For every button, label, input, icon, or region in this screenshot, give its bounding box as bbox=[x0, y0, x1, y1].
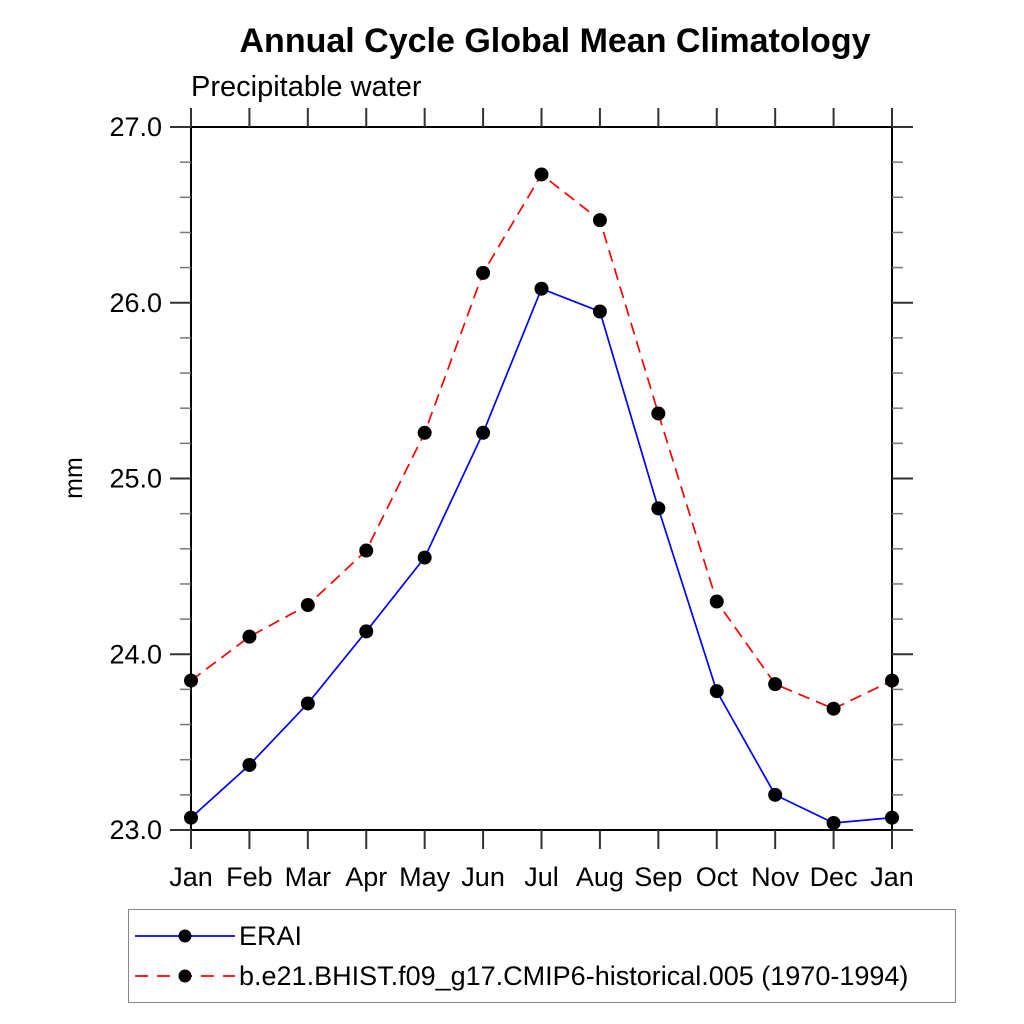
data-point-erai-sep-8 bbox=[651, 501, 666, 516]
legend-sample-erai bbox=[135, 929, 235, 943]
data-point-model-oct-9 bbox=[709, 594, 724, 609]
legend-sample-model bbox=[135, 969, 235, 983]
y-tick-label: 24.0 bbox=[109, 639, 162, 669]
legend-item-erai: ERAI bbox=[129, 916, 955, 956]
y-tick-label: 25.0 bbox=[109, 464, 162, 494]
x-tick-label: Jul bbox=[524, 862, 559, 892]
data-point-model-jan-0 bbox=[184, 673, 198, 688]
data-point-erai-feb-1 bbox=[242, 757, 257, 772]
data-point-model-may-4 bbox=[417, 425, 432, 440]
data-point-erai-nov-10 bbox=[768, 787, 783, 802]
data-point-erai-may-4 bbox=[417, 550, 432, 565]
data-point-erai-oct-9 bbox=[709, 684, 724, 699]
data-point-model-apr-3 bbox=[359, 543, 374, 558]
legend-marker-icon bbox=[178, 969, 192, 983]
series-line-erai bbox=[190, 287, 893, 824]
x-tick-label: Apr bbox=[345, 862, 387, 892]
data-point-model-jul-6 bbox=[534, 167, 549, 182]
plot-border bbox=[190, 126, 893, 831]
legend-item-model: b.e21.BHIST.f09_g17.CMIP6-historical.005… bbox=[129, 956, 955, 996]
data-point-erai-jan-0 bbox=[184, 810, 198, 825]
data-point-erai-dec-11 bbox=[826, 815, 841, 830]
x-tick-label: Jun bbox=[461, 862, 505, 892]
x-tick-label: Mar bbox=[285, 862, 332, 892]
data-point-model-dec-11 bbox=[826, 701, 841, 716]
data-point-erai-jan-12 bbox=[885, 810, 899, 825]
data-point-model-nov-10 bbox=[768, 677, 783, 692]
data-point-erai-mar-2 bbox=[300, 696, 315, 711]
data-point-model-aug-7 bbox=[592, 213, 607, 228]
y-tick-label: 23.0 bbox=[109, 815, 162, 845]
data-point-model-jun-5 bbox=[476, 265, 491, 280]
legend-marker-icon bbox=[178, 929, 192, 943]
x-tick-label: May bbox=[399, 862, 451, 892]
data-point-erai-aug-7 bbox=[592, 304, 607, 319]
chart-title: Annual Cycle Global Mean Climatology bbox=[239, 22, 871, 60]
data-point-model-sep-8 bbox=[651, 406, 666, 421]
y-tick-label: 26.0 bbox=[109, 288, 162, 318]
x-tick-label: Nov bbox=[751, 862, 800, 892]
x-tick-label: Oct bbox=[696, 862, 739, 892]
x-tick-label: Sep bbox=[634, 862, 682, 892]
chart-subtitle: Precipitable water bbox=[191, 71, 422, 103]
y-tick-label: 27.0 bbox=[109, 112, 162, 142]
x-tick-label: Jan bbox=[870, 862, 914, 892]
data-point-model-jan-12 bbox=[885, 673, 899, 688]
x-tick-label: Jan bbox=[169, 862, 213, 892]
legend: ERAI b.e21.BHIST.f09_g17.CMIP6-historica… bbox=[128, 909, 956, 1003]
legend-label-erai: ERAI bbox=[239, 920, 303, 951]
data-point-model-feb-1 bbox=[242, 629, 257, 644]
data-point-model-mar-2 bbox=[300, 598, 315, 613]
y-axis-title: mm bbox=[60, 457, 88, 499]
data-point-erai-jun-5 bbox=[476, 425, 491, 440]
legend-label-model: b.e21.BHIST.f09_g17.CMIP6-historical.005… bbox=[239, 960, 909, 991]
x-tick-label: Feb bbox=[226, 862, 273, 892]
x-tick-label: Dec bbox=[810, 862, 858, 892]
x-tick-label: Aug bbox=[576, 862, 624, 892]
series-line-model bbox=[190, 173, 893, 710]
data-point-erai-apr-3 bbox=[359, 624, 374, 639]
data-point-erai-jul-6 bbox=[534, 281, 549, 296]
